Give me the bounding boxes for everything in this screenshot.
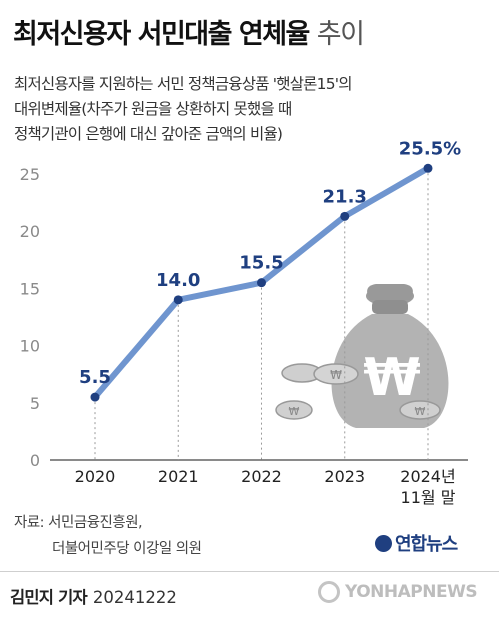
byline: 김민지 기자 20241222	[10, 584, 177, 608]
data-label: 15.5	[239, 253, 283, 274]
y-tick-label: 10	[20, 337, 40, 356]
data-label: 25.5%	[399, 138, 461, 159]
data-label: 21.3	[323, 186, 367, 207]
description-line-3: 정책기관이 은행에 대신 갚아준 금액의 비율)	[14, 125, 283, 143]
x-tick-label: 2023	[324, 467, 365, 486]
logo-text: 연합뉴스	[395, 534, 458, 555]
footer: 김민지 기자 20241222 YONHAPNEWS	[0, 571, 499, 622]
x-tick-label: 2021	[158, 467, 199, 486]
watermark-text: YONHAPNEWS	[345, 582, 478, 602]
description-line-2: 대위변제율(차주가 원금을 상환하지 못했을 때	[14, 100, 292, 118]
data-point	[423, 163, 433, 173]
y-tick-label: 15	[20, 279, 40, 298]
svg-text:₩: ₩	[330, 368, 342, 382]
description-line-1: 최저신용자를 지원하는 서민 정책금융상품 '햇살론15'의	[14, 75, 352, 93]
title-main: 최저신용자 서민대출 연체율	[13, 19, 310, 50]
chart-description: 최저신용자를 지원하는 서민 정책금융상품 '햇살론15'의 대위변제율(차주가…	[14, 72, 352, 147]
watermark-logo-icon	[318, 581, 340, 603]
publish-date: 20241222	[92, 588, 177, 607]
y-tick-label: 25	[20, 165, 40, 184]
data-point	[257, 278, 266, 288]
yonhap-logo: 연합뉴스	[375, 530, 458, 556]
source-note: 자료: 서민금융진흥원, 더불어민주당 이강일 의원	[14, 510, 202, 562]
x-tick-label: 2020	[75, 467, 116, 486]
data-point	[173, 295, 183, 305]
title-suffix: 추이	[316, 19, 365, 50]
yonhap-logo-icon	[375, 535, 392, 552]
money-bag-illustration: ₩ ₩ ₩ ₩	[275, 284, 449, 428]
watermark: YONHAPNEWS	[318, 581, 478, 603]
source-line-1: 자료: 서민금융진흥원,	[14, 515, 143, 531]
y-tick-label: 20	[20, 222, 40, 241]
data-point	[340, 211, 350, 221]
svg-text:₩: ₩	[363, 348, 420, 408]
x-tick-label: 2022	[241, 467, 282, 486]
x-tick-label: 2024년 11월 말	[400, 467, 455, 507]
svg-text:₩: ₩	[415, 405, 426, 418]
source-line-2: 더불어민주당 이강일 의원	[52, 541, 202, 557]
svg-text:₩: ₩	[289, 405, 300, 418]
data-point	[90, 392, 100, 402]
page-title: 최저신용자 서민대출 연체율 추이	[13, 12, 365, 51]
author-name: 김민지 기자	[10, 588, 88, 607]
data-label: 14.0	[156, 270, 200, 291]
data-label: 5.5	[79, 367, 111, 388]
y-tick-label: 5	[30, 394, 40, 413]
y-tick-label: 0	[30, 451, 40, 470]
